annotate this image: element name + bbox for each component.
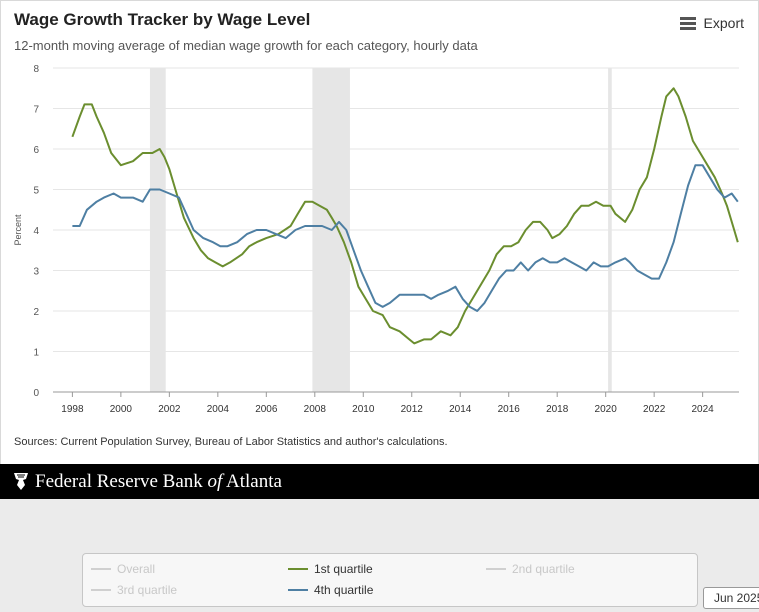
fed-name-pre: Federal Reserve Bank (35, 471, 208, 492)
series-line-4th-quartile (72, 164, 739, 312)
y-axis-label: Percent (13, 214, 23, 246)
y-tick-label: 6 (33, 145, 39, 156)
x-tick-label: 2022 (643, 404, 666, 415)
x-tick-label: 2000 (110, 404, 133, 415)
legend-swatch (288, 589, 308, 591)
legend-item-1st-quartile[interactable]: 1st quartile (288, 562, 373, 576)
chart-panel: Wage Growth Tracker by Wage Level 12-mon… (0, 0, 759, 464)
eagle-logo-icon (14, 473, 28, 490)
legend-label: 3rd quartile (117, 583, 178, 597)
series-line-1st-quartile (71, 87, 739, 345)
menu-icon (679, 17, 696, 30)
legend-swatch (486, 568, 506, 570)
chart-subtitle: 12-month moving average of median wage g… (14, 38, 478, 53)
legend-label: Overall (117, 562, 156, 576)
legend: Overall 1st quartile 2nd quartile 3rd qu… (82, 553, 698, 607)
y-tick-label: 7 (33, 105, 39, 116)
y-tick-label: 0 (33, 388, 39, 399)
x-tick-label: 2018 (546, 404, 569, 415)
legend-item-3rd-quartile[interactable]: 3rd quartile (91, 583, 177, 597)
legend-swatch (91, 589, 111, 591)
x-tick-label: 1998 (61, 404, 84, 415)
x-tick-label: 2016 (498, 404, 521, 415)
legend-label: 1st quartile (314, 562, 373, 576)
y-tick-label: 4 (33, 226, 39, 237)
y-tick-label: 3 (33, 267, 39, 278)
x-tick-label: 2020 (595, 404, 618, 415)
x-tick-label: 2002 (158, 404, 181, 415)
export-button[interactable]: Export (679, 15, 744, 31)
legend-item-overall[interactable]: Overall (91, 562, 155, 576)
y-tick-label: 2 (33, 307, 39, 318)
x-tick-label: 2008 (304, 404, 327, 415)
fed-name-post: Atlanta (222, 471, 282, 492)
legend-item-2nd-quartile[interactable]: 2nd quartile (486, 562, 575, 576)
legend-label: 2nd quartile (512, 562, 575, 576)
x-tick-label: 2014 (449, 404, 472, 415)
fed-banner: Federal Reserve Bank of Atlanta (0, 464, 759, 499)
legend-swatch (91, 568, 111, 570)
fed-name: Federal Reserve Bank of Atlanta (35, 471, 282, 493)
legend-label: 4th quartile (314, 583, 374, 597)
x-tick-label: 2010 (352, 404, 375, 415)
x-tick-label: 2024 (692, 404, 715, 415)
legend-item-4th-quartile[interactable]: 4th quartile (288, 583, 373, 597)
x-tick-label: 2004 (207, 404, 230, 415)
sources-note: Sources: Current Population Survey, Bure… (14, 436, 448, 448)
chart-title: Wage Growth Tracker by Wage Level (14, 10, 311, 29)
y-tick-label: 1 (33, 348, 39, 359)
x-tick-label: 2006 (255, 404, 278, 415)
export-label: Export (703, 15, 744, 31)
y-tick-label: 8 (33, 64, 39, 75)
x-tick-label: 2012 (401, 404, 424, 415)
date-tooltip: Jun 2025 (703, 587, 759, 609)
fed-name-of: of (207, 471, 223, 492)
line-chart: 0 1 2 3 4 5 6 7 8 1998 2000 2002 2004 2006 2008 2010 201… (13, 64, 739, 415)
y-tick-label: 5 (33, 186, 39, 197)
legend-swatch (288, 568, 308, 570)
